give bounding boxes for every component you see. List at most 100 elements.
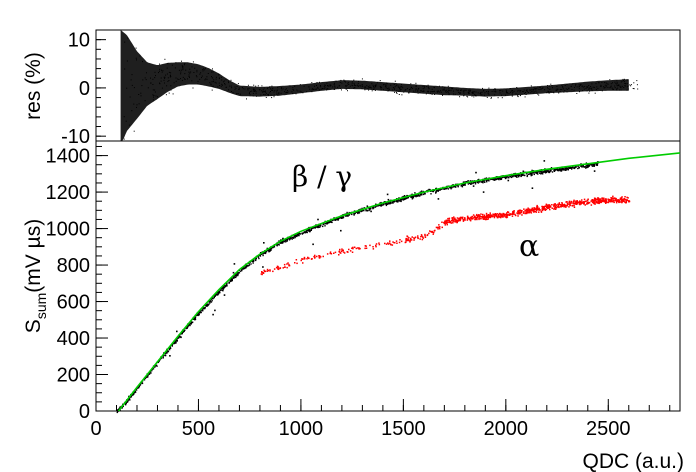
beta-gamma-point — [493, 178, 495, 180]
beta-gamma-point — [520, 173, 522, 176]
residual-point — [158, 72, 159, 74]
beta-gamma-point — [271, 246, 274, 249]
beta-gamma-point — [424, 192, 426, 194]
residual-point — [547, 87, 548, 89]
alpha-point — [338, 254, 340, 256]
alpha-point — [560, 205, 562, 208]
alpha-point — [593, 202, 595, 205]
alpha-point — [548, 204, 551, 206]
residual-band-area — [120, 30, 629, 141]
residual-point — [493, 89, 495, 91]
alpha-point — [549, 208, 551, 211]
residual-point — [273, 94, 275, 96]
residual-point — [364, 89, 366, 91]
alpha-point — [478, 217, 481, 219]
residual-point — [357, 82, 359, 84]
beta-gamma-point — [574, 165, 577, 168]
alpha-point — [594, 198, 597, 201]
residual-point — [624, 82, 626, 84]
alpha-point — [457, 219, 459, 221]
beta-gamma-point — [541, 171, 543, 174]
residual-point — [366, 85, 368, 87]
residual-point — [431, 88, 433, 90]
alpha-point — [612, 199, 615, 201]
residual-point — [517, 95, 518, 97]
residual-point — [444, 90, 446, 91]
residual-point — [318, 89, 320, 91]
residual-point — [511, 93, 513, 95]
residual-point — [267, 94, 269, 96]
alpha-point — [493, 215, 495, 218]
beta-gamma-point — [530, 173, 533, 176]
residual-point — [201, 77, 202, 79]
residual-point — [620, 89, 622, 91]
alpha-point — [261, 271, 263, 273]
residual-point — [627, 88, 629, 90]
residual-point — [353, 79, 355, 81]
residual-point — [582, 90, 584, 92]
residual-point — [161, 87, 163, 89]
residual-point — [581, 85, 583, 87]
residual-point — [603, 87, 605, 89]
beta-gamma-point — [199, 312, 201, 314]
residual-point — [188, 71, 190, 73]
x-tick-label: 500 — [182, 418, 215, 440]
beta-gamma-point — [358, 212, 361, 214]
residual-point — [224, 84, 226, 86]
alpha-point — [544, 209, 546, 211]
beta-gamma-point — [294, 236, 296, 239]
residual-point — [483, 94, 485, 96]
residual-point — [622, 78, 624, 80]
beta-gamma-point — [193, 317, 195, 319]
beta-gamma-point — [400, 200, 402, 203]
main-y-tick-label: 1200 — [46, 182, 91, 204]
alpha-point — [398, 241, 401, 244]
alpha-point — [342, 251, 345, 253]
residual-point — [141, 85, 143, 87]
residual-point — [294, 85, 296, 87]
residual-point — [515, 93, 517, 95]
residual-point — [131, 110, 133, 112]
beta-gamma-point — [326, 221, 328, 224]
residual-point — [619, 85, 621, 87]
alpha-point — [591, 201, 594, 204]
residual-point — [311, 89, 313, 91]
residual-point — [603, 86, 605, 88]
residual-point — [286, 90, 288, 91]
alpha-point — [627, 197, 629, 199]
residual-point — [306, 91, 308, 92]
beta-gamma-point — [560, 170, 563, 172]
residual-point — [447, 91, 449, 93]
beta-gamma-outlier — [396, 200, 398, 202]
residual-point — [344, 81, 346, 82]
alpha-point — [431, 231, 434, 233]
beta-gamma-point — [531, 174, 533, 176]
residual-point — [537, 88, 539, 90]
alpha-point — [480, 213, 482, 215]
beta-gamma-point — [353, 214, 355, 216]
alpha-point — [514, 214, 517, 217]
residual-point — [344, 80, 346, 82]
beta-gamma-point — [326, 223, 328, 225]
residual-point — [123, 116, 125, 118]
residual-point — [138, 103, 140, 105]
residual-point — [502, 90, 504, 92]
beta-gamma-point — [469, 182, 471, 184]
alpha-point — [559, 204, 562, 206]
alpha-point — [624, 196, 626, 198]
beta-gamma-outlier — [312, 243, 314, 246]
alpha-point — [314, 256, 316, 258]
beta-gamma-point — [205, 305, 207, 307]
residual-point — [398, 90, 400, 92]
beta-gamma-point — [417, 195, 419, 197]
alpha-point — [417, 235, 419, 237]
residual-point — [276, 94, 278, 96]
residual-point — [316, 82, 318, 83]
beta-gamma-point — [224, 285, 227, 287]
beta-gamma-point — [437, 190, 439, 192]
alpha-point — [624, 201, 627, 204]
residual-point — [359, 85, 361, 87]
alpha-point — [580, 200, 582, 203]
alpha-point — [605, 199, 607, 201]
